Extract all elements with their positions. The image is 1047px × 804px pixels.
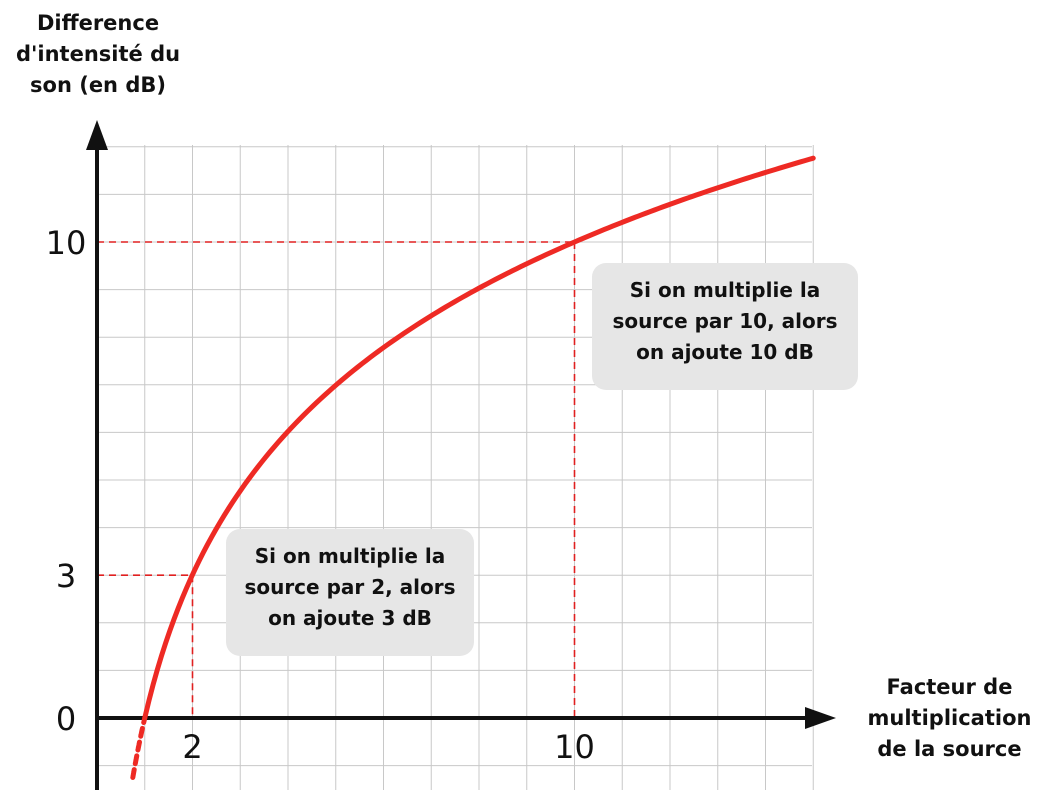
curve-line [142,155,816,721]
annotation-factor-10: Si on multiplie la source par 10, alors … [592,263,858,390]
annotation-line: source par 10, alors [612,309,838,333]
annotation-line: source par 2, alors [244,575,456,599]
y-tick-label: 0 [56,700,76,738]
x-axis-title-line: multiplication [867,706,1032,730]
x-axis-title-line: de la source [877,737,1022,761]
y-axis-title-line: Difference [36,11,160,35]
y-tick-label: 10 [46,224,87,262]
x-axis-title-line: Facteur de [886,675,1013,699]
x-tick-label: 10 [554,728,595,766]
y-axis-title-line: son (en dB) [30,73,166,97]
annotation-line: on ajoute 3 dB [268,606,432,630]
y-axis-arrowhead [86,120,108,150]
annotation-line: Si on multiplie la [254,544,446,568]
annotation-line: on ajoute 10 dB [636,340,814,364]
x-axis-title: Facteur de multiplication de la source [852,672,1047,765]
x-axis-arrowhead [805,707,836,729]
annotation-factor-2: Si on multiplie la source par 2, alors o… [226,529,474,656]
y-axis-title: Difference d'intensité du son (en dB) [0,8,196,101]
y-tick-label: 3 [56,557,76,595]
annotation-line: Si on multiplie la [629,278,821,302]
x-tick-label: 2 [182,728,202,766]
y-axis-title-line: d'intensité du [15,42,181,66]
curve-dashed-segment [130,715,148,780]
